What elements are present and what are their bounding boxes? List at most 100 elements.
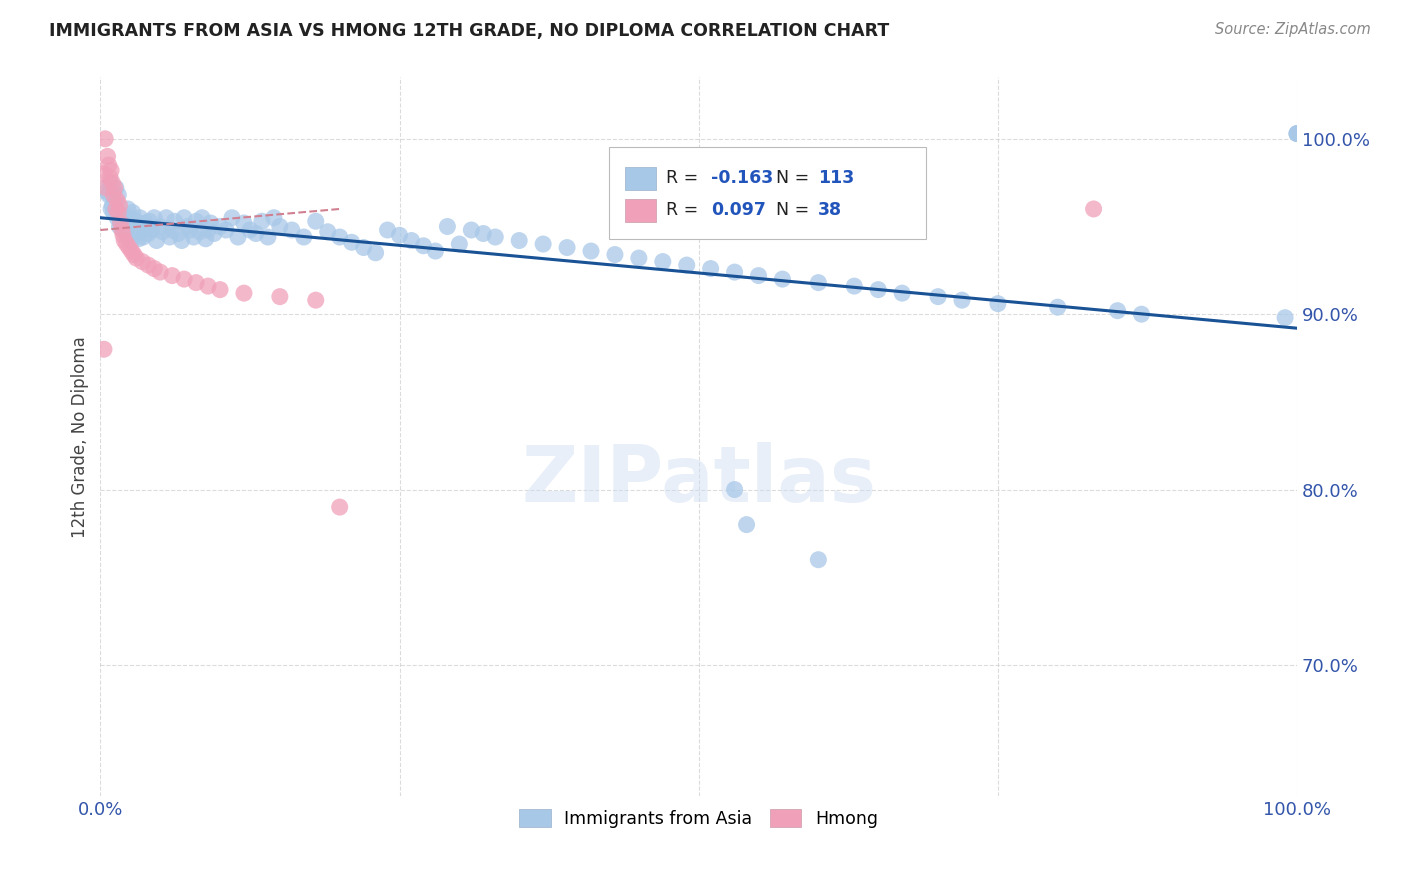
Point — [188, 225, 211, 239]
Point — [131, 254, 153, 268]
Point — [160, 223, 183, 237]
Point — [100, 202, 122, 216]
Point — [163, 214, 186, 228]
Point — [627, 251, 650, 265]
Point — [233, 216, 256, 230]
Point — [1046, 300, 1069, 314]
Point — [93, 343, 115, 357]
Text: R =: R = — [666, 169, 704, 187]
Point — [107, 205, 129, 219]
Point — [844, 279, 866, 293]
Point — [155, 211, 177, 225]
Point — [112, 223, 135, 237]
Point — [131, 219, 153, 234]
Point — [531, 237, 554, 252]
Point — [388, 228, 411, 243]
Point — [170, 234, 193, 248]
Point — [950, 293, 973, 307]
Point — [104, 181, 127, 195]
Point — [159, 230, 181, 244]
Point — [603, 247, 626, 261]
Point — [194, 232, 217, 246]
FancyBboxPatch shape — [624, 167, 655, 190]
Point — [807, 276, 830, 290]
Text: Source: ZipAtlas.com: Source: ZipAtlas.com — [1215, 22, 1371, 37]
Point — [723, 483, 745, 497]
Point — [699, 261, 721, 276]
Point — [96, 185, 118, 199]
Point — [111, 223, 134, 237]
Point — [987, 296, 1010, 310]
Point — [675, 258, 697, 272]
Point — [472, 227, 495, 241]
Point — [107, 188, 129, 202]
Point — [735, 517, 758, 532]
Point — [305, 293, 328, 307]
Point — [125, 214, 148, 228]
Point — [118, 241, 141, 255]
Point — [112, 228, 135, 243]
Point — [1286, 127, 1309, 141]
Point — [197, 223, 219, 237]
Legend: Immigrants from Asia, Hmong: Immigrants from Asia, Hmong — [512, 802, 884, 835]
Point — [149, 219, 172, 234]
Point — [412, 239, 434, 253]
Text: -0.163: -0.163 — [710, 169, 773, 187]
Y-axis label: 12th Grade, No Diploma: 12th Grade, No Diploma — [72, 336, 89, 538]
Point — [269, 290, 291, 304]
Point — [226, 230, 249, 244]
Point — [121, 244, 143, 258]
Point — [111, 209, 134, 223]
Point — [122, 219, 145, 234]
Point — [97, 158, 120, 172]
Point — [143, 261, 166, 276]
Point — [98, 176, 121, 190]
Point — [96, 181, 118, 195]
Point — [1083, 202, 1105, 216]
Point — [1286, 127, 1309, 141]
FancyBboxPatch shape — [609, 147, 927, 239]
Point — [723, 265, 745, 279]
Point — [118, 223, 141, 237]
Point — [134, 223, 156, 237]
Point — [208, 219, 231, 234]
Point — [891, 286, 914, 301]
Point — [1274, 310, 1296, 325]
Point — [115, 228, 138, 243]
Point — [425, 244, 447, 258]
Point — [145, 234, 167, 248]
Point — [329, 500, 352, 514]
Point — [93, 167, 115, 181]
Text: 38: 38 — [818, 202, 842, 219]
Text: R =: R = — [666, 202, 704, 219]
Point — [200, 216, 222, 230]
Point — [401, 234, 423, 248]
Point — [97, 188, 120, 202]
Point — [103, 188, 125, 202]
Point — [117, 202, 139, 216]
Point — [208, 283, 231, 297]
Point — [436, 219, 458, 234]
Point — [184, 276, 207, 290]
Point — [138, 214, 160, 228]
Point — [179, 223, 201, 237]
Point — [292, 230, 315, 244]
Point — [141, 223, 163, 237]
Point — [927, 290, 949, 304]
Point — [197, 279, 219, 293]
Text: 113: 113 — [818, 169, 855, 187]
Point — [112, 234, 135, 248]
Point — [177, 219, 200, 234]
Point — [233, 286, 256, 301]
Point — [108, 198, 131, 212]
Point — [191, 211, 214, 225]
Point — [104, 202, 127, 216]
Point — [173, 211, 195, 225]
Point — [136, 227, 159, 241]
Point — [120, 211, 142, 225]
Point — [173, 272, 195, 286]
Point — [340, 235, 363, 250]
Point — [184, 214, 207, 228]
Point — [103, 205, 125, 219]
Point — [114, 211, 136, 225]
